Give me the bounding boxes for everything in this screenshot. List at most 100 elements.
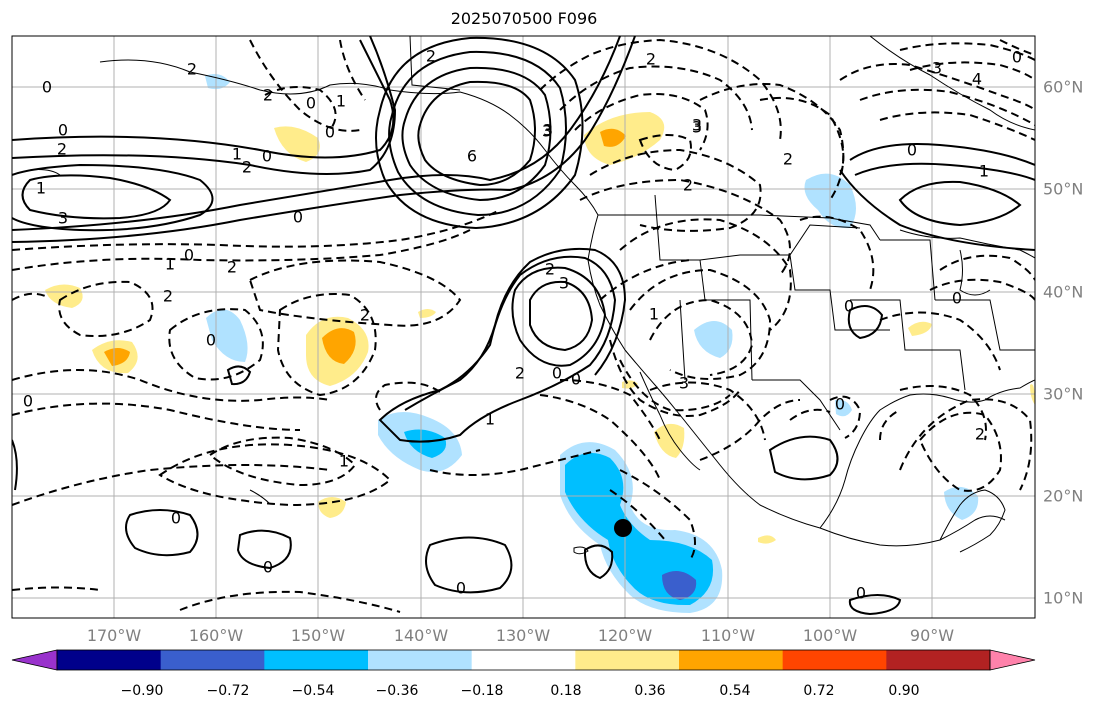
colorbar-tick-label: 0.72 [803,683,835,699]
contour-label: 0 [456,579,466,598]
coastlines [29,36,1035,555]
contour-label-group: 0 2 1 2 3 2 0 1 0 6 3 2 3 2 1 0 2 0 2 1 … [23,47,1022,603]
contour-label: 3 [58,209,68,228]
contour-label: 1 [339,452,349,471]
contour-label: 0 [835,395,845,414]
colorbar-extend-high [989,649,1036,671]
contour-label: 2 [163,287,173,306]
colorbar-tick-label: −0.18 [460,683,504,699]
longitude-label: 90°W [909,626,955,645]
contour-label: 2 [227,258,237,277]
colorbar-tick-label: −0.54 [291,683,335,699]
contour-label: 3 [679,374,689,393]
longitude-label: 120°W [597,626,653,645]
colorbar-segment [575,650,680,670]
longitude-label: 150°W [290,626,346,645]
colorbar-segment [679,650,784,670]
contour-label: 2 [975,425,985,444]
colorbar-segment [160,650,265,670]
longitude-label: 140°W [393,626,449,645]
colorbar-tick-label: 0.36 [634,683,666,699]
colorbar-extend-low [11,649,58,671]
colorbar-tick-label: −0.72 [206,683,250,699]
contour-label: 1 [336,92,346,111]
colorbar-segment [368,650,473,670]
latitude-label: 60°N [1043,77,1084,97]
colorbar-segment [57,650,162,670]
latitude-label: 50°N [1043,179,1084,199]
contour-label: 3 [692,118,702,137]
contour-label: 3 [559,274,569,293]
contour-label: 0 [952,289,962,308]
contour-label: 1 [485,410,495,429]
colorbar-tick-label: −0.36 [375,683,419,699]
contour-label: 0 [184,246,194,265]
solid-contours [12,36,1035,616]
colorbar-tick-label: 0.18 [550,683,582,699]
contour-label: 2 [360,306,370,325]
longitude-label: 160°W [188,626,244,645]
contour-label: 2 [515,364,525,383]
colorbar-tick-label: −0.90 [120,683,164,699]
contour-label: 0 [571,370,581,389]
contour-label: 0 [1012,48,1022,67]
contour-label: 0 [856,584,866,603]
contour-label: 4 [972,70,982,89]
longitude-label: 100°W [802,626,858,645]
contour-label: 2 [426,47,436,66]
contour-label: 2 [263,86,273,105]
longitude-label: 170°W [86,626,142,645]
contour-label: 0 [293,208,303,227]
contour-label: 3 [543,121,553,140]
contour-label: 3 [932,59,942,78]
contour-label: 2 [545,260,555,279]
contour-label: 2 [57,140,67,159]
contour-label: 2 [646,50,656,69]
colorbar-segment [886,650,991,670]
contour-label: 0 [23,392,33,411]
contour-label: 1 [36,179,46,198]
latitude-label: 20°N [1043,486,1084,506]
contour-label: 2 [242,158,252,177]
storm-center-marker [614,519,632,537]
contour-label: 0 [552,364,562,383]
contour-label: 1 [165,255,175,274]
colorbar-frame [56,649,991,671]
latitude-label: 30°N [1043,384,1084,404]
contour-label: 0 [306,94,316,113]
map-frame [11,35,1036,619]
contour-label: 0 [262,147,272,166]
shaded-anomaly-areas [45,74,1035,613]
map-title: 2025070500 F096 [450,9,598,28]
contour-label: 2 [783,150,793,169]
contour-label: 6 [467,147,477,166]
contour-label: 0 [171,509,181,528]
contour-label: 0 [206,331,216,350]
contour-label: 1 [649,305,659,324]
contour-label: 0 [844,297,854,316]
longitude-label: 130°W [495,626,551,645]
colorbar [11,649,1036,671]
contour-label: 0 [907,141,917,160]
contour-label: 1 [979,162,989,181]
colorbar-segment [264,650,369,670]
contour-label: 0 [263,558,273,577]
contour-label: 2 [187,60,197,79]
colorbar-segment [782,650,887,670]
latitude-label: 40°N [1043,282,1084,302]
colorbar-segments [11,649,1036,671]
contour-label: 0 [42,78,52,97]
contour-label: 0 [325,123,335,142]
dashed-contours [12,38,1035,613]
longitude-label: 110°W [700,626,756,645]
contour-label: 3 [692,116,702,135]
latitude-label: 10°N [1043,588,1084,608]
contour-label: 2 [683,176,693,195]
colorbar-tick-label: 0.90 [888,683,920,699]
colorbar-segment [471,650,576,670]
contour-label: 1 [232,145,242,164]
colorbar-tick-label: 0.54 [719,683,751,699]
contour-label: 0 [58,121,68,140]
contour-label: 3 [542,122,552,141]
